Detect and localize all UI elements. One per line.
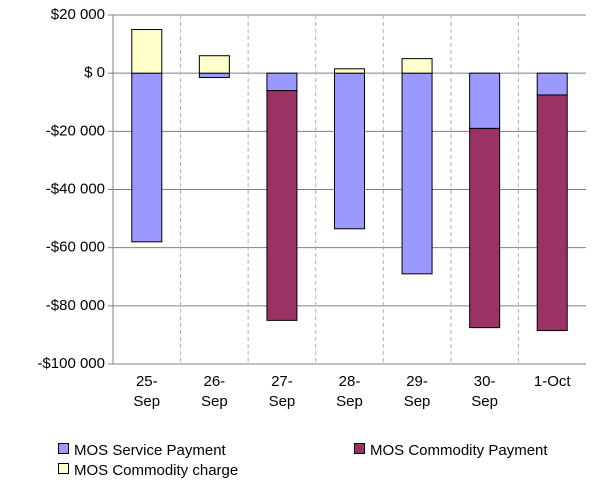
bar-segment: [266, 72, 298, 92]
x-tick-label: 27-Sep: [268, 373, 296, 410]
y-tick-label: -$40 000: [46, 180, 105, 197]
legend-label: MOS Commodity charge: [74, 462, 239, 479]
bar-segment: [469, 72, 501, 129]
x-tick-label: 25-Sep: [133, 373, 161, 410]
legend-swatch: [58, 443, 69, 454]
bar-segment: [334, 68, 365, 74]
y-tick-label: -$80 000: [46, 297, 105, 314]
y-tick-label: -$100 000: [37, 355, 105, 372]
x-tick-label: 30-Sep: [471, 373, 498, 410]
bar-segment: [198, 55, 230, 74]
bar-segment: [469, 127, 501, 329]
x-tick-label: 26-Sep: [200, 373, 228, 410]
bar-segment: [266, 90, 298, 321]
bar-segment: [131, 29, 163, 74]
x-tick-label: 1-Oct: [533, 373, 571, 390]
bar-segment: [198, 72, 230, 79]
legend-swatch: [354, 443, 365, 454]
x-tick-label: 28-Sep: [336, 373, 363, 410]
legend-label: MOS Service Payment: [74, 442, 226, 459]
bar-segment: [536, 72, 568, 96]
legend-label: MOS Commodity Payment: [370, 442, 548, 459]
bar-segment: [536, 94, 568, 332]
bar-segment: [401, 58, 433, 74]
y-tick-label: -$20 000: [46, 122, 105, 139]
legend-swatch: [58, 463, 69, 474]
bar-segment: [334, 72, 365, 230]
legend-item: MOS Commodity charge: [58, 462, 238, 480]
y-tick-label: -$60 000: [46, 239, 105, 256]
y-tick-label: $ 0: [84, 64, 105, 81]
bar-segment: [131, 72, 163, 243]
y-tick-label: $20 000: [51, 6, 105, 23]
legend-item: MOS Commodity Payment: [354, 442, 548, 460]
x-tick-label: 29-Sep: [403, 373, 431, 410]
legend-item: MOS Service Payment: [58, 442, 226, 460]
bar-segment: [401, 72, 433, 275]
